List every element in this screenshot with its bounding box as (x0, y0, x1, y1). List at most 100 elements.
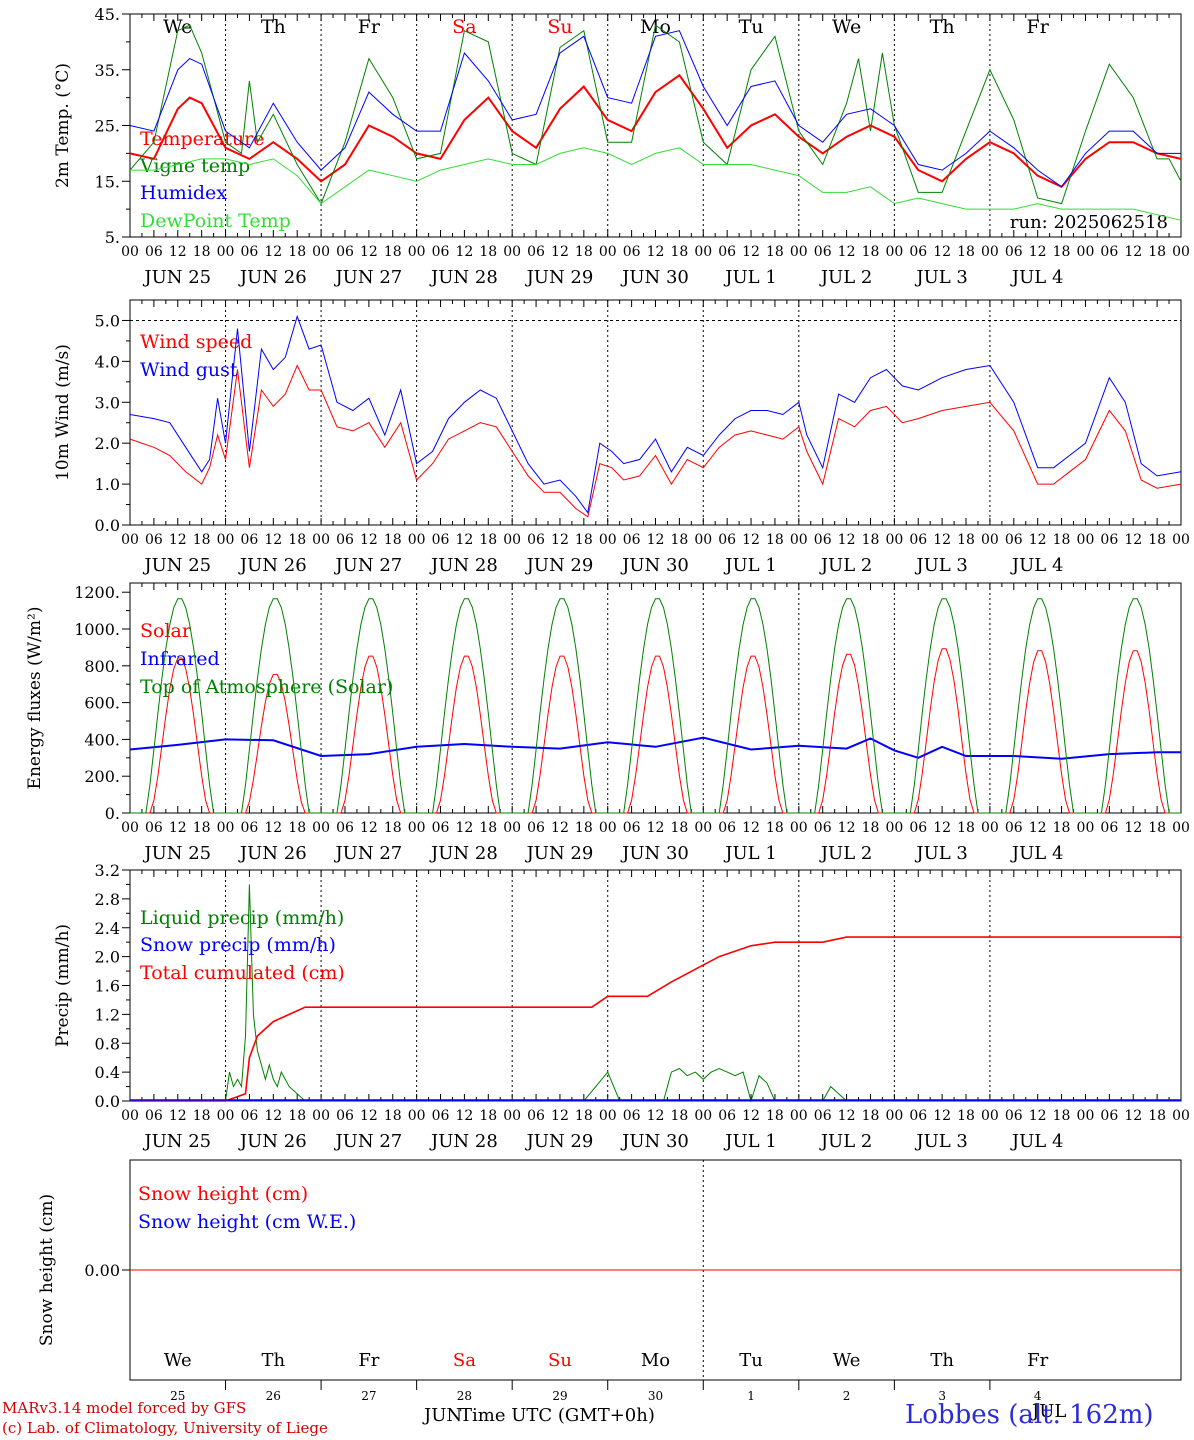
lab-credit: (c) Lab. of Climatology, University of L… (2, 1419, 328, 1437)
hour-tick-label: 00 (121, 1108, 139, 1124)
plot-frame (129, 13, 1182, 238)
hour-tick-label: 18 (957, 820, 975, 836)
hour-tick-label: 00 (790, 1108, 808, 1124)
hour-tick-label: 00 (981, 1108, 999, 1124)
hour-tick-label: 06 (718, 244, 736, 260)
y-tick-label: 1000. (74, 620, 120, 639)
month-left-label: JUN (424, 1405, 463, 1426)
hour-tick-label: 12 (360, 1108, 378, 1124)
hour-tick-label: 00 (408, 1108, 426, 1124)
hour-tick-label: 12 (1029, 244, 1047, 260)
hour-tick-label: 12 (264, 1108, 282, 1124)
hour-tick-label: 00 (790, 820, 808, 836)
day-number: 30 (648, 1389, 663, 1403)
hour-tick-label: 06 (432, 244, 450, 260)
weekday-label: Th (261, 16, 286, 38)
date-label: JUL 2 (819, 843, 873, 864)
hour-tick-label: 06 (909, 1108, 927, 1124)
hour-tick-label: 18 (384, 532, 402, 548)
legend-temperature: Temperature (140, 128, 264, 150)
panel-1: 00 06 12 18 00 06 12 18 00 06 12 18 00 06 12 18 00 06 12 18… (53, 5, 1190, 288)
panel-2: 00 06 12 18 00 06 12 18 00 06 12 18 00 06 12 18 00 06 12 18… (53, 299, 1190, 576)
hour-tick-label: 12 (647, 820, 665, 836)
hour-tick-label: 18 (479, 1108, 497, 1124)
hour-tick-label: 06 (241, 532, 259, 548)
panel-5: 0.00 Snow height (cm) We 25 Th 26 Fr 27 Sa 28 Su 29… (37, 1159, 1182, 1403)
hour-tick-label: 06 (145, 244, 163, 260)
hour-tick-label: 00 (312, 244, 330, 260)
hour-tick-label: 06 (909, 244, 927, 260)
hour-tick-label: 18 (766, 820, 784, 836)
hour-tick-label: 12 (264, 820, 282, 836)
hour-tick-label: 06 (336, 532, 354, 548)
hour-tick-label: 12 (264, 244, 282, 260)
hour-tick-label: 18 (479, 532, 497, 548)
date-label: JUL 1 (723, 843, 777, 864)
hour-tick-label: 18 (766, 532, 784, 548)
series-line-wind-gust (129, 314, 1182, 514)
hour-tick-label: 00 (121, 532, 139, 548)
date-label: JUL 4 (1010, 843, 1064, 864)
day-number: 26 (266, 1389, 281, 1403)
hour-tick-label: 00 (121, 820, 139, 836)
month-right-label: JUL (1032, 1401, 1067, 1422)
date-label: JUN 30 (620, 843, 689, 864)
y-tick-label: 1.0 (95, 475, 120, 494)
hour-tick-label: 06 (623, 532, 641, 548)
hour-tick-label: 06 (336, 820, 354, 836)
day-number: 4 (1034, 1389, 1042, 1403)
date-label: JUL 4 (1010, 267, 1064, 288)
weekday-label: Th (930, 1350, 954, 1371)
hour-tick-label: 06 (527, 532, 545, 548)
hour-tick-label: 06 (623, 1108, 641, 1124)
panel-4: 00 06 12 18 00 06 12 18 00 06 12 18 00 06 12 18 00 06 12 18… (53, 861, 1190, 1152)
y-tick-label: 0.4 (95, 1063, 120, 1082)
hour-tick-label: 00 (312, 1108, 330, 1124)
legend-total-cumulated-cm-: Total cumulated (cm) (140, 962, 345, 984)
hour-tick-label: 06 (1005, 820, 1023, 836)
weekday-label: We (163, 16, 192, 38)
hour-tick-label: 18 (384, 244, 402, 260)
y-tick-label: 45. (95, 5, 120, 24)
hour-tick-label: 18 (575, 532, 593, 548)
y-tick-label: 2.4 (95, 919, 120, 938)
hour-tick-label: 00 (1077, 532, 1095, 548)
hour-tick-label: 18 (957, 532, 975, 548)
hour-tick-label: 06 (814, 532, 832, 548)
hour-tick-label: 18 (193, 532, 211, 548)
hour-tick-label: 12 (169, 244, 187, 260)
y-tick-label: 35. (95, 61, 120, 80)
hour-tick-label: 06 (1100, 244, 1118, 260)
legend-snow-height-cm-w-e-: Snow height (cm W.E.) (138, 1211, 356, 1233)
y-axis-label: Snow height (cm) (37, 1194, 57, 1346)
series-line-temperature (129, 73, 1182, 189)
weekday-label: Fr (358, 16, 381, 38)
y-tick-label: 400. (84, 730, 120, 749)
hour-tick-label: 12 (647, 532, 665, 548)
hour-tick-label: 00 (1172, 820, 1190, 836)
hour-tick-label: 12 (1029, 1108, 1047, 1124)
hour-tick-label: 00 (981, 244, 999, 260)
hour-tick-label: 00 (790, 244, 808, 260)
date-label: JUL 4 (1010, 555, 1064, 576)
hour-tick-label: 12 (360, 244, 378, 260)
y-tick-label: 0.0 (95, 516, 120, 535)
hour-tick-label: 12 (169, 1108, 187, 1124)
y-tick-label: 2.0 (95, 948, 120, 967)
hour-tick-label: 12 (742, 1108, 760, 1124)
legend-liquid-precip-mm-h-: Liquid precip (mm/h) (140, 907, 344, 929)
hour-tick-label: 18 (957, 244, 975, 260)
hour-tick-label: 12 (838, 820, 856, 836)
hour-tick-label: 18 (862, 244, 880, 260)
hour-tick-label: 18 (384, 820, 402, 836)
day-number: 27 (361, 1389, 376, 1403)
day-number: 25 (170, 1389, 185, 1403)
hour-tick-label: 18 (288, 532, 306, 548)
hour-tick-label: 12 (551, 244, 569, 260)
hour-tick-label: 00 (1077, 244, 1095, 260)
y-tick-label: 0.8 (95, 1034, 120, 1053)
hour-tick-label: 06 (814, 1108, 832, 1124)
hour-tick-label: 18 (1148, 532, 1166, 548)
hour-tick-label: 12 (1124, 244, 1142, 260)
hour-tick-label: 00 (885, 532, 903, 548)
